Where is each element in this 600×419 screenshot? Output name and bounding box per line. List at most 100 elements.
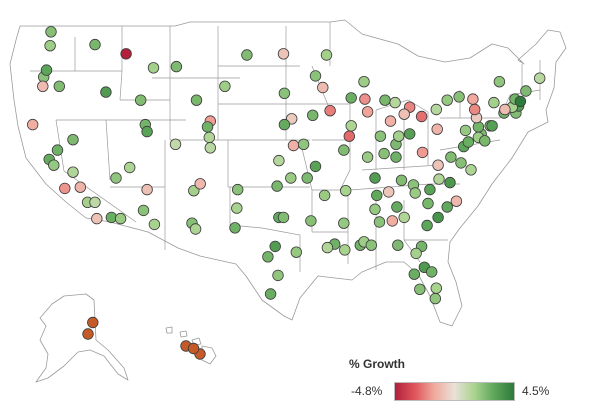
- location-marker[interactable]: [203, 131, 216, 144]
- location-marker[interactable]: [82, 328, 94, 340]
- location-marker[interactable]: [390, 151, 402, 163]
- location-marker[interactable]: [27, 118, 39, 131]
- location-marker[interactable]: [465, 164, 477, 176]
- location-marker[interactable]: [141, 125, 153, 138]
- location-marker[interactable]: [444, 176, 456, 189]
- location-marker[interactable]: [431, 123, 443, 135]
- location-marker[interactable]: [338, 144, 350, 156]
- location-marker[interactable]: [488, 96, 500, 109]
- location-marker[interactable]: [343, 130, 356, 142]
- location-marker[interactable]: [317, 81, 329, 94]
- location-marker[interactable]: [345, 120, 357, 132]
- location-marker[interactable]: [430, 103, 443, 116]
- location-marker[interactable]: [67, 166, 79, 178]
- location-marker[interactable]: [169, 138, 182, 151]
- location-marker[interactable]: [398, 211, 410, 224]
- location-marker[interactable]: [398, 108, 410, 120]
- location-marker[interactable]: [373, 216, 386, 228]
- location-marker[interactable]: [422, 197, 434, 210]
- location-marker[interactable]: [231, 183, 244, 196]
- location-marker[interactable]: [369, 203, 381, 216]
- location-marker[interactable]: [321, 241, 334, 254]
- location-marker[interactable]: [290, 246, 303, 258]
- location-marker[interactable]: [100, 86, 112, 98]
- location-marker[interactable]: [462, 136, 475, 148]
- location-marker[interactable]: [201, 121, 214, 133]
- location-marker[interactable]: [190, 94, 203, 106]
- location-marker[interactable]: [433, 173, 445, 185]
- location-marker[interactable]: [114, 212, 127, 225]
- location-marker[interactable]: [514, 95, 527, 108]
- location-marker[interactable]: [87, 316, 99, 329]
- location-marker[interactable]: [459, 124, 472, 137]
- location-marker[interactable]: [120, 48, 132, 60]
- location-marker[interactable]: [278, 118, 291, 131]
- location-marker[interactable]: [472, 121, 485, 133]
- location-marker[interactable]: [53, 80, 66, 93]
- location-marker[interactable]: [285, 172, 297, 184]
- location-marker[interactable]: [432, 159, 444, 171]
- location-marker[interactable]: [432, 211, 444, 224]
- location-marker[interactable]: [229, 222, 241, 234]
- location-marker[interactable]: [134, 94, 147, 106]
- location-marker[interactable]: [359, 93, 371, 105]
- location-marker[interactable]: [415, 110, 428, 123]
- location-marker[interactable]: [395, 174, 408, 187]
- location-marker[interactable]: [338, 217, 350, 229]
- location-marker[interactable]: [324, 104, 336, 117]
- location-marker[interactable]: [441, 94, 453, 106]
- location-marker[interactable]: [273, 154, 285, 167]
- location-marker[interactable]: [404, 128, 416, 140]
- location-marker[interactable]: [271, 180, 283, 192]
- location-marker[interactable]: [358, 75, 370, 88]
- location-marker[interactable]: [204, 142, 217, 154]
- location-marker[interactable]: [269, 240, 281, 253]
- location-marker[interactable]: [384, 115, 397, 127]
- location-marker[interactable]: [318, 189, 331, 202]
- location-marker[interactable]: [455, 157, 467, 169]
- location-marker[interactable]: [219, 80, 231, 93]
- location-marker[interactable]: [44, 40, 56, 52]
- location-marker[interactable]: [305, 215, 317, 227]
- location-marker[interactable]: [365, 239, 378, 251]
- location-marker[interactable]: [421, 219, 433, 232]
- location-marker[interactable]: [301, 172, 313, 184]
- location-marker[interactable]: [430, 282, 443, 294]
- location-marker[interactable]: [520, 85, 532, 97]
- location-marker[interactable]: [123, 161, 136, 174]
- location-marker[interactable]: [264, 288, 277, 300]
- location-marker[interactable]: [391, 201, 403, 213]
- location-marker[interactable]: [479, 135, 491, 147]
- location-marker[interactable]: [426, 266, 438, 278]
- location-marker[interactable]: [445, 151, 457, 163]
- location-marker[interactable]: [408, 268, 421, 280]
- location-marker[interactable]: [424, 183, 436, 196]
- location-marker[interactable]: [416, 146, 429, 159]
- location-marker[interactable]: [277, 48, 290, 60]
- location-marker[interactable]: [467, 93, 479, 105]
- location-marker[interactable]: [450, 195, 463, 207]
- location-marker[interactable]: [320, 49, 333, 61]
- location-marker[interactable]: [389, 96, 401, 109]
- location-marker[interactable]: [91, 212, 103, 225]
- location-marker[interactable]: [297, 138, 310, 151]
- location-marker[interactable]: [409, 187, 421, 199]
- location-marker[interactable]: [148, 218, 161, 231]
- location-marker[interactable]: [361, 151, 374, 163]
- location-marker[interactable]: [110, 172, 122, 184]
- location-marker[interactable]: [469, 103, 481, 116]
- location-marker[interactable]: [309, 70, 322, 82]
- location-marker[interactable]: [374, 130, 387, 142]
- location-marker[interactable]: [74, 181, 87, 193]
- location-marker[interactable]: [340, 184, 352, 197]
- location-marker[interactable]: [48, 159, 60, 171]
- location-marker[interactable]: [189, 223, 202, 235]
- location-marker[interactable]: [37, 80, 49, 93]
- location-marker[interactable]: [441, 201, 453, 213]
- location-marker[interactable]: [386, 215, 399, 227]
- location-marker[interactable]: [339, 244, 351, 256]
- location-marker[interactable]: [393, 130, 405, 142]
- location-marker[interactable]: [147, 62, 160, 74]
- location-marker[interactable]: [486, 120, 498, 132]
- location-marker[interactable]: [392, 239, 404, 251]
